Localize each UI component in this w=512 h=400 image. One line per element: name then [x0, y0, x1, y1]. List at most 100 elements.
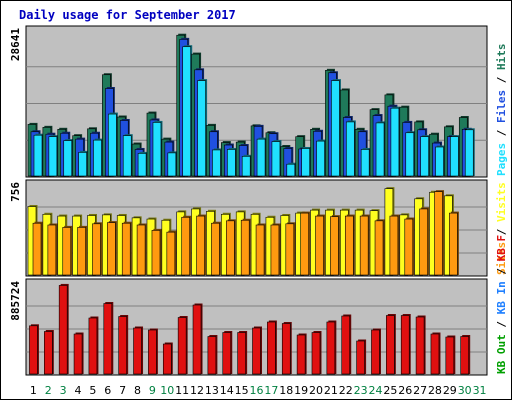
bar-middle-sites-day-13 — [211, 221, 221, 276]
legend-separator: / — [495, 261, 508, 281]
legend-separator: / — [495, 222, 508, 242]
legend-item: KB Out — [495, 334, 508, 374]
day-label-31: 31 — [473, 384, 487, 397]
day-label-8: 8 — [134, 384, 141, 397]
bar-bottom-kb-f-day-25 — [386, 314, 396, 375]
bar-top-pages-day-27 — [420, 135, 431, 177]
bar-middle-sites-day-16 — [255, 223, 266, 276]
bar-top-pages-day-30 — [464, 128, 475, 177]
day-label-26: 26 — [398, 384, 412, 397]
bar-middle-sites-day-17 — [270, 223, 281, 276]
day-label-20: 20 — [309, 384, 323, 397]
bar-bottom-kb-f-day-15 — [237, 331, 248, 375]
bar-middle-sites-day-14 — [226, 219, 236, 276]
bar-top-pages-day-17 — [271, 140, 282, 177]
bar-bottom-kb-f-day-8 — [133, 326, 144, 375]
bar-top-pages-day-26 — [405, 131, 416, 177]
bar-middle-sites-day-4 — [77, 225, 88, 276]
bar-top-pages-day-25 — [390, 106, 401, 177]
bar-middle-sites-day-6 — [107, 221, 117, 276]
bar-middle-sites-day-22 — [344, 214, 355, 276]
bar-top-pages-day-6 — [108, 112, 118, 177]
day-label-16: 16 — [250, 384, 264, 397]
panels: 28641 Pages / Files / Hits 756 Sites / Visi… — [9, 25, 508, 376]
bar-top-pages-day-10 — [167, 151, 178, 177]
bar-bottom-kb-f-day-12 — [192, 303, 203, 375]
bar-bottom-kb-f-day-20 — [311, 331, 322, 375]
bar-top-pages-day-13 — [212, 148, 222, 177]
bar-bottom-kb-f-day-9 — [148, 328, 158, 375]
bar-bottom-kb-f-day-1 — [29, 324, 39, 375]
bar-top-pages-day-11 — [182, 45, 193, 177]
bar-middle-sites-day-18 — [285, 222, 296, 276]
day-label-25: 25 — [383, 384, 397, 397]
bar-top-pages-day-18 — [286, 162, 297, 177]
bar-top-pages-day-28 — [435, 145, 446, 177]
bar-middle-sites-day-28 — [434, 190, 445, 276]
bar-middle-sites-day-23 — [359, 214, 370, 276]
bar-top-pages-day-1 — [33, 133, 44, 177]
day-label-22: 22 — [339, 384, 353, 397]
chart-title: Daily usage for September 2017 — [19, 8, 236, 22]
legend-item: Visits — [495, 182, 508, 222]
bar-middle-sites-day-1 — [32, 221, 43, 276]
day-label-13: 13 — [205, 384, 219, 397]
bar-bottom-kb-f-day-5 — [88, 316, 99, 375]
bar-bottom-kb-f-day-11 — [177, 316, 188, 375]
bar-bottom-kb-f-day-27 — [415, 315, 426, 375]
day-label-15: 15 — [235, 384, 249, 397]
bar-bottom-kb-f-day-19 — [296, 333, 307, 375]
bar-middle-sites-day-29 — [449, 211, 459, 276]
bar-middle-sites-day-19 — [300, 211, 311, 276]
bar-bottom-kb-f-day-10 — [162, 342, 173, 375]
bar-top-pages-day-5 — [93, 138, 103, 177]
day-label-28: 28 — [428, 384, 442, 397]
panel-middle-legend: Sites / Visits — [495, 182, 508, 275]
bar-bottom-kb-f-day-14 — [222, 331, 233, 375]
panel-top-legend: Pages / Files / Hits — [495, 44, 508, 177]
bar-bottom-kb-f-day-13 — [207, 335, 218, 375]
legend-item: KB In — [495, 281, 508, 314]
bar-bottom-kb-f-day-26 — [400, 314, 411, 375]
day-label-3: 3 — [60, 384, 67, 397]
bar-middle-sites-day-9 — [151, 228, 162, 276]
bar-bottom-kb-f-day-16 — [252, 326, 262, 375]
bar-top-pages-day-24 — [375, 121, 386, 177]
bar-middle-sites-day-20 — [315, 214, 326, 276]
bar-top-pages-day-23 — [360, 147, 371, 177]
day-label-6: 6 — [104, 384, 111, 397]
bar-middle-sites-day-27 — [419, 207, 430, 276]
day-label-11: 11 — [175, 384, 189, 397]
legend-item: KB F — [495, 235, 508, 262]
bar-bottom-kb-f-day-2 — [44, 330, 54, 375]
bar-top-pages-day-12 — [197, 79, 208, 177]
day-label-17: 17 — [264, 384, 278, 397]
day-label-19: 19 — [294, 384, 308, 397]
day-label-30: 30 — [458, 384, 472, 397]
bar-middle-sites-day-21 — [330, 215, 340, 276]
bar-bottom-kb-f-day-17 — [267, 320, 277, 375]
day-label-1: 1 — [30, 384, 37, 397]
day-label-12: 12 — [190, 384, 204, 397]
bar-bottom-kb-f-day-23 — [356, 339, 367, 375]
bar-middle-sites-day-12 — [196, 214, 207, 276]
bar-middle-sites-day-3 — [62, 225, 73, 276]
bar-top-pages-day-20 — [316, 139, 327, 177]
bar-top-pages-day-16 — [256, 137, 267, 177]
bar-top-pages-day-15 — [241, 154, 252, 177]
bar-bottom-kb-f-day-3 — [58, 283, 69, 375]
panel-bottom: 885724 KB Out / KB In / KB F — [9, 235, 508, 376]
panel-top-max-label: 28641 — [9, 28, 22, 61]
day-label-2: 2 — [45, 384, 52, 397]
bar-top-pages-day-19 — [301, 146, 312, 177]
bar-top-pages-day-8 — [137, 151, 148, 177]
panel-bottom-max-label: 885724 — [9, 281, 22, 321]
panel-bottom-legend: KB Out / KB In / KB F — [495, 235, 508, 374]
bar-bottom-kb-f-day-30 — [460, 335, 471, 375]
bar-bottom-kb-f-day-4 — [73, 332, 84, 375]
bar-bottom-kb-f-day-6 — [103, 302, 114, 375]
bar-bottom-kb-f-day-18 — [281, 322, 292, 375]
bar-top-pages-day-7 — [122, 134, 133, 177]
day-label-21: 21 — [324, 384, 338, 397]
